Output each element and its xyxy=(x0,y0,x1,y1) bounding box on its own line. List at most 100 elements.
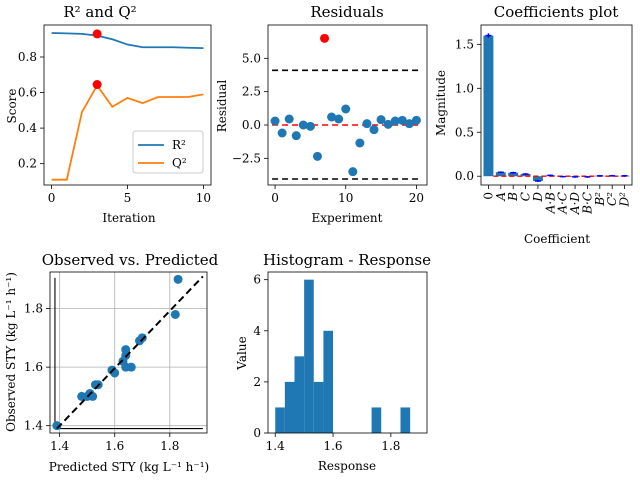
y-axis-label: Observed STY (kg L⁻¹ h⁻¹) xyxy=(4,272,18,432)
histogram-bar xyxy=(294,356,305,433)
x-tick-label: B xyxy=(506,192,520,202)
y-tick-label: 1.0 xyxy=(455,81,474,95)
residual-point xyxy=(298,120,308,130)
x-axis-label: Iteration xyxy=(102,211,155,225)
identity-line xyxy=(56,275,204,430)
x-tick-label: 0 xyxy=(48,191,56,205)
histogram-bar xyxy=(400,407,411,433)
residual-point xyxy=(355,138,365,148)
panel-histogram: Histogram - Response 1.4 1.6 1.8 0 2 4 6 Respo… xyxy=(235,251,431,473)
observation-point xyxy=(126,362,136,372)
y-tick-label: 0.5 xyxy=(455,125,474,139)
highlight-point xyxy=(92,29,102,39)
x-axis-label: Experiment xyxy=(312,211,383,225)
panel-title: Coefficients plot xyxy=(494,3,619,21)
residual-point xyxy=(270,116,280,126)
coefficient-bar xyxy=(520,174,531,177)
x-tick-label: 1.8 xyxy=(381,439,400,453)
residual-point xyxy=(284,114,294,124)
x-tick-label: 10 xyxy=(196,191,211,205)
x-tick-label: 1.6 xyxy=(323,439,342,453)
residual-point xyxy=(334,114,344,124)
histogram-bar xyxy=(275,407,285,433)
y-axis-label: Value xyxy=(235,336,249,370)
histogram-bar xyxy=(323,330,334,433)
residual-point xyxy=(411,115,421,125)
residual-point xyxy=(341,104,351,114)
histogram-bar xyxy=(371,407,382,433)
x-tick-label: A·B xyxy=(543,192,557,214)
residual-point xyxy=(376,115,386,125)
y-tick-label: 0 xyxy=(253,426,261,440)
x-tick-label: 0 xyxy=(271,191,279,205)
x-axis-label: Coefficient xyxy=(524,232,590,246)
residual-point xyxy=(291,131,301,141)
x-tick-label: B·C xyxy=(580,192,594,215)
y-tick-label: 4 xyxy=(253,324,261,338)
series-line-r2 xyxy=(51,32,204,50)
plot-area: 0 5 10 0.2 0.4 0.6 0.8 xyxy=(18,24,212,205)
panel-title: R² and Q² xyxy=(63,3,136,21)
residual-point xyxy=(305,121,315,131)
axes-frame xyxy=(267,271,428,434)
residual-point xyxy=(369,125,379,135)
panel-title: Histogram - Response xyxy=(263,251,431,269)
axes-frame xyxy=(267,24,428,186)
panel-r2-q2: R² and Q² 0 5 10 0.2 0.4 0.6 0.8 Iteration Sco… xyxy=(5,3,212,225)
x-tick-label: A xyxy=(494,192,508,202)
legend-box xyxy=(132,130,204,174)
plot-area: 0 10 20 −2.5 0.0 2.5 5.0 xyxy=(232,24,428,205)
y-tick-label: 0.0 xyxy=(455,169,474,183)
x-tick-label: 5 xyxy=(124,191,132,205)
y-tick-label: 5.0 xyxy=(242,51,261,65)
x-axis-label: Predicted STY (kg L⁻¹ h⁻¹) xyxy=(49,460,209,474)
plot-area: 1.4 1.6 1.8 0 2 4 6 xyxy=(253,271,428,453)
y-tick-label: 0.2 xyxy=(18,157,37,171)
residual-point xyxy=(397,115,407,125)
coefficient-bar xyxy=(483,35,494,177)
y-tick-label: 1.4 xyxy=(24,419,43,433)
y-tick-label: 1.6 xyxy=(24,360,43,374)
x-tick-label: D xyxy=(531,192,545,203)
plot-area: 1.4 1.6 1.8 1.4 1.6 1.8 xyxy=(24,271,208,453)
y-tick-label: 6 xyxy=(253,273,261,287)
coefficient-bar xyxy=(495,172,506,177)
x-tick-label: B² xyxy=(593,192,607,207)
y-tick-label: 0.8 xyxy=(18,50,37,64)
residual-point xyxy=(348,167,358,177)
x-tick-label: A·D xyxy=(568,192,582,215)
coefficient-bar xyxy=(532,176,543,182)
x-tick-label: 10 xyxy=(338,191,353,205)
y-axis-label: Magnitude xyxy=(434,70,448,136)
residual-point xyxy=(362,119,372,129)
axes-frame xyxy=(49,271,208,434)
x-tick-label: C² xyxy=(605,192,619,206)
legend: R² Q² xyxy=(132,130,204,174)
y-axis-label: Residual xyxy=(215,80,229,133)
x-tick-label: D² xyxy=(618,192,632,208)
residual-point xyxy=(327,112,337,122)
observation-point xyxy=(137,333,147,343)
x-tick-label: A·C xyxy=(556,192,570,215)
legend-label-r2: R² xyxy=(172,138,186,152)
x-axis-label: Response xyxy=(318,459,376,473)
x-tick-label: 1.8 xyxy=(160,439,179,453)
highlight-point xyxy=(92,80,102,90)
histogram-bar xyxy=(284,381,295,433)
x-tick-label: 1.6 xyxy=(105,439,124,453)
histogram-bar xyxy=(313,381,324,433)
x-tick-label: 20 xyxy=(409,191,424,205)
y-axis-label: Score xyxy=(5,88,19,123)
y-tick-label: 1.5 xyxy=(455,37,474,51)
residual-point xyxy=(312,151,322,161)
legend-label-q2: Q² xyxy=(172,156,187,170)
residual-point xyxy=(390,116,400,126)
observation-point xyxy=(170,309,180,319)
y-tick-label: 0.6 xyxy=(18,86,37,100)
y-tick-label: −2.5 xyxy=(232,151,261,165)
axes-frame xyxy=(480,24,633,186)
panel-residuals: Residuals 0 10 20−2.50.02.55.0 Experiment … xyxy=(215,3,428,225)
y-tick-label: 2 xyxy=(253,375,261,389)
